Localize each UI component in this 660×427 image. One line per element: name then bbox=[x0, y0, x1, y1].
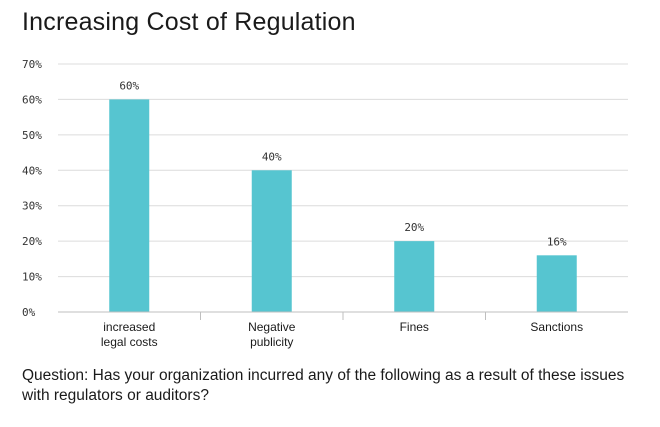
data-label: 16% bbox=[547, 235, 567, 248]
category-label: increased bbox=[103, 320, 155, 334]
category-label: publicity bbox=[250, 335, 293, 349]
y-tick-label: 20% bbox=[22, 235, 42, 248]
data-label: 60% bbox=[119, 79, 139, 92]
y-tick-label: 0% bbox=[22, 306, 36, 319]
category-label: Sanctions bbox=[530, 320, 583, 334]
bar bbox=[109, 99, 150, 312]
y-tick-label: 50% bbox=[22, 129, 42, 142]
bars bbox=[109, 99, 577, 312]
y-tick-label: 10% bbox=[22, 271, 42, 284]
data-labels: 60% 40% 20% 16% bbox=[119, 79, 567, 248]
y-tick-label: 60% bbox=[22, 93, 42, 106]
bar bbox=[394, 241, 435, 312]
category-label: Fines bbox=[400, 320, 429, 334]
category-label: legal costs bbox=[101, 335, 158, 349]
bar bbox=[536, 255, 577, 312]
y-tick-label: 40% bbox=[22, 164, 42, 177]
bar-chart: 0% 10% 20% 30% 40% 50% 60% 70% 60% 40% 20% 16% inc… bbox=[22, 58, 628, 349]
chart-title: Increasing Cost of Regulation bbox=[22, 8, 356, 36]
data-label: 40% bbox=[262, 150, 282, 163]
y-tick-label: 70% bbox=[22, 58, 42, 71]
category-label: Negative bbox=[248, 320, 296, 334]
bar bbox=[251, 170, 292, 312]
survey-question: Question: Has your organization incurred… bbox=[22, 367, 625, 404]
gridlines bbox=[58, 63, 628, 278]
y-tick-label: 30% bbox=[22, 200, 42, 213]
data-label: 20% bbox=[404, 221, 424, 234]
y-axis-tick-labels: 0% 10% 20% 30% 40% 50% 60% 70% bbox=[22, 58, 42, 319]
